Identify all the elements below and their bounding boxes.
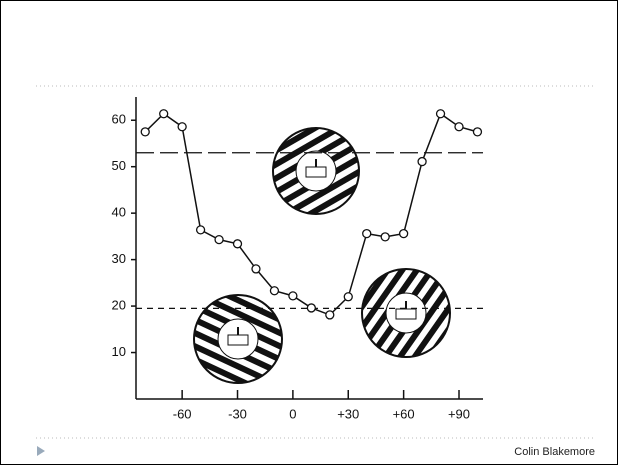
y-tick-label: 60 [112,112,126,127]
data-point [215,236,223,244]
data-point [141,128,149,136]
data-point [252,265,260,273]
x-tick-label: +30 [337,406,359,421]
data-point [400,230,408,238]
x-tick-label: +60 [393,406,415,421]
data-point [418,158,426,166]
chart: 10 20 30 40 50 60 -60 -30 0 +30 +60 +90 [1,1,617,464]
data-point [473,128,481,136]
stimulus-icon [362,269,450,357]
data-point [160,110,168,118]
x-tick-label: +90 [448,406,470,421]
data-point [234,240,242,248]
y-tick-label: 50 [112,158,126,173]
x-tick-label: 0 [289,406,296,421]
stimulus-icon [273,128,359,214]
data-point [270,287,278,295]
y-tick-label: 20 [112,298,126,313]
data-point [455,123,463,131]
x-tick-label: -30 [228,406,247,421]
data-point [381,233,389,241]
x-tick-label: -60 [173,406,192,421]
data-point [197,226,205,234]
data-point [437,110,445,118]
y-tick-label: 40 [112,205,126,220]
data-point [307,304,315,312]
data-point [326,311,334,319]
data-point [344,293,352,301]
bullet [37,446,45,456]
y-tick-label: 10 [112,344,126,359]
slide: 10 20 30 40 50 60 -60 -30 0 +30 +60 +90 Colin Blake… [0,0,618,465]
credit: Colin Blakemore [514,446,595,458]
data-point [289,292,297,300]
data-point [363,230,371,238]
data-point [178,123,186,131]
y-tick-label: 30 [112,251,126,266]
